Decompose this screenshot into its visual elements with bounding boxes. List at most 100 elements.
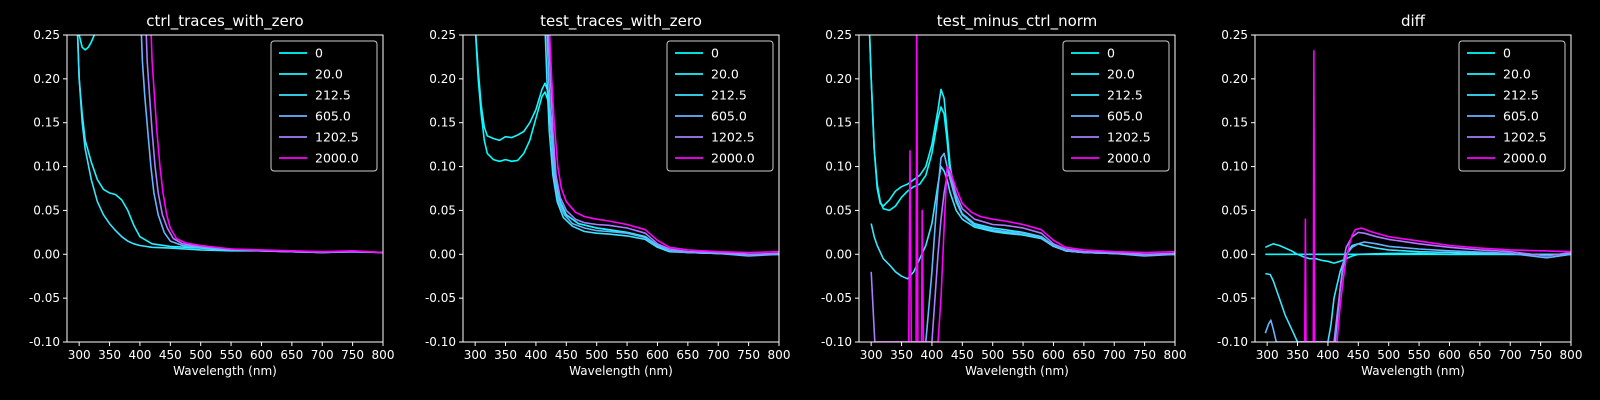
x-tick-label: 550 [616,348,639,362]
x-tick-label: 650 [280,348,303,362]
legend-label: 0 [315,46,323,61]
legend-label: 1202.5 [711,130,755,145]
x-tick-label: 350 [1286,348,1309,362]
y-tick-label: 0.05 [825,203,852,217]
y-tick-label: 0.00 [1221,247,1248,261]
x-axis-label: Wavelength (nm) [173,364,277,378]
y-tick-label: 0.10 [1221,160,1248,174]
series-line [78,35,96,51]
x-axis-label: Wavelength (nm) [569,364,673,378]
y-tick-label: 0.25 [1221,28,1248,42]
x-tick-label: 300 [1256,348,1279,362]
y-tick-label: 0.10 [429,160,456,174]
series-group [76,35,383,254]
x-tick-label: 550 [1012,348,1035,362]
x-tick-label: 650 [1072,348,1095,362]
chart-panel: ctrl_traces_with_zero 300 350 400 450 500 550 6… [29,12,395,378]
series-line [1304,50,1571,342]
x-tick-label: 400 [524,348,547,362]
x-tick-label: 700 [1499,348,1522,362]
series-line [150,35,383,254]
x-tick-label: 300 [68,348,91,362]
x-tick-label: 600 [1042,348,1065,362]
series-group [868,35,1175,342]
y-tick-label: 0.00 [33,247,60,261]
x-tick-label: 550 [220,348,243,362]
x-tick-label: 500 [1377,348,1400,362]
x-tick-label: 300 [464,348,487,362]
series-line [145,35,383,254]
chart-panel: test_minus_ctrl_norm 300 350 400 450 500 550 60… [821,12,1187,378]
y-tick-label: 0.25 [429,28,456,42]
series-line [548,35,779,254]
series-line [547,35,779,256]
x-tick-label: 700 [707,348,730,362]
y-tick-label: -0.10 [1217,335,1248,349]
legend-label: 212.5 [1107,88,1143,103]
chart-panel: diff 300 350 400 450 500 550 600 650 700 750 800 -0.… [1217,12,1583,378]
x-tick-label: 450 [1347,348,1370,362]
x-tick-label: 600 [646,348,669,362]
x-tick-label: 500 [585,348,608,362]
x-tick-label: 400 [128,348,151,362]
x-tick-label: 450 [159,348,182,362]
y-tick-label: 0.20 [33,72,60,86]
y-tick-label: 0.10 [33,160,60,174]
legend-label: 2000.0 [1107,151,1151,166]
legend-label: 2000.0 [711,151,755,166]
y-tick-label: 0.25 [825,28,852,42]
y-tick-label: 0.05 [33,203,60,217]
series-line [1264,243,1571,264]
axes-frame [462,34,780,343]
legend-label: 605.0 [1107,109,1143,124]
x-tick-label: 750 [341,348,364,362]
x-tick-label: 650 [676,348,699,362]
x-axis-label: Wavelength (nm) [1361,364,1465,378]
y-tick-label: 0.25 [33,28,60,42]
series-line [1333,231,1571,342]
x-tick-label: 800 [1560,348,1583,362]
x-tick-label: 450 [555,348,578,362]
y-tick-label: 0.15 [429,116,456,130]
axes-frame [1254,34,1572,343]
x-tick-label: 700 [1103,348,1126,362]
y-tick-label: -0.05 [821,291,852,305]
y-tick-label: 0.20 [825,72,852,86]
series-line [873,35,1175,342]
y-tick-label: 0.00 [825,247,852,261]
chart-title: diff [1401,12,1426,30]
x-tick-label: 400 [920,348,943,362]
legend-label: 605.0 [711,109,747,124]
legend-label: 20.0 [1503,67,1531,82]
x-tick-label: 400 [1316,348,1339,362]
y-tick-label: -0.05 [425,291,456,305]
series-line [1264,241,1571,342]
x-tick-label: 750 [737,348,760,362]
legend: 0 20.0 212.5 605.0 1202.5 2000.0 [666,40,774,172]
y-tick-label: 0.15 [825,116,852,130]
x-tick-label: 800 [1164,348,1187,362]
y-tick-label: 0.20 [1221,72,1248,86]
x-tick-label: 550 [1408,348,1431,362]
chart-title: test_traces_with_zero [540,12,702,31]
x-tick-label: 600 [250,348,273,362]
y-tick-label: -0.10 [29,335,60,349]
axes-frame [66,34,384,343]
y-tick-label: 0.05 [429,203,456,217]
x-tick-label: 300 [860,348,883,362]
y-tick-label: 0.10 [825,160,852,174]
legend-label: 0 [1503,46,1511,61]
series-group [1264,50,1571,342]
chart-panel: test_traces_with_zero 300 350 400 450 500 550 6… [425,12,791,378]
y-tick-label: 0.00 [429,247,456,261]
legend-label: 605.0 [315,109,351,124]
legend-label: 605.0 [1503,109,1539,124]
x-tick-label: 350 [494,348,517,362]
series-line [870,174,1175,342]
legend-label: 212.5 [315,88,351,103]
x-tick-label: 450 [951,348,974,362]
y-tick-label: 0.15 [33,116,60,130]
legend: 0 20.0 212.5 605.0 1202.5 2000.0 [1062,40,1170,172]
chart-title: ctrl_traces_with_zero [146,12,303,31]
